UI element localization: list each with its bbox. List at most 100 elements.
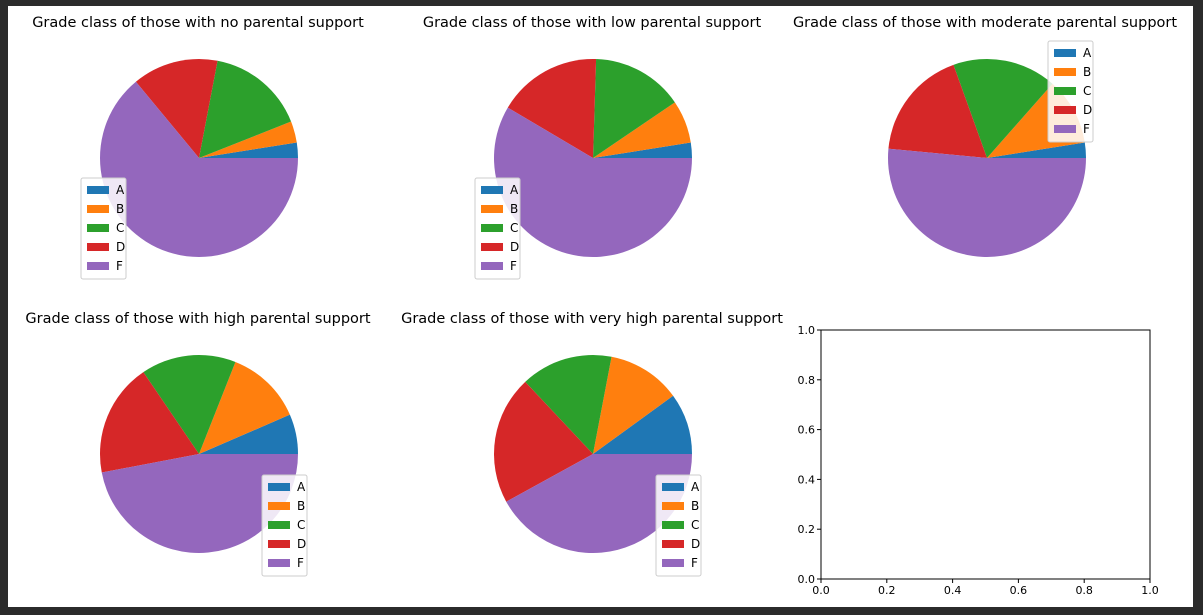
chart-title: Grade class of those with no parental su… xyxy=(32,15,364,31)
x-tick-label: 0.6 xyxy=(1010,584,1028,597)
y-tick-label: 0.4 xyxy=(798,473,816,486)
pie-slice-D xyxy=(100,372,199,473)
pie-slice-B xyxy=(199,361,290,454)
legend-label-A: A xyxy=(116,183,125,197)
pie-slice-C xyxy=(593,59,675,158)
y-tick-label: 0.8 xyxy=(798,374,816,387)
legend-label-F: F xyxy=(297,556,304,570)
y-tick-label: 1.0 xyxy=(798,324,816,337)
legend-label-A: A xyxy=(691,480,700,494)
pie-slice-F xyxy=(506,454,692,554)
pie-slice-B xyxy=(593,102,691,158)
pie-slice-C xyxy=(199,60,292,158)
pie-slice-D xyxy=(888,64,987,158)
legend-label-C: C xyxy=(1083,84,1091,98)
legend-label-D: D xyxy=(510,240,519,254)
legend-label-F: F xyxy=(691,556,698,570)
y-tick-label: 0.0 xyxy=(798,573,816,586)
legend-label-F: F xyxy=(116,259,123,273)
pie-slice-B xyxy=(199,121,297,158)
pie-slice-F xyxy=(888,148,1086,257)
legend-swatch-F xyxy=(268,559,290,567)
legend-label-B: B xyxy=(691,499,699,513)
legend-label-F: F xyxy=(510,259,517,273)
legend-label-D: D xyxy=(116,240,125,254)
pie-slice-C xyxy=(143,354,236,454)
y-tick-label: 0.6 xyxy=(798,424,816,437)
pie-slice-B xyxy=(593,356,674,454)
legend-swatch-C xyxy=(87,224,109,232)
legend-label-D: D xyxy=(691,537,700,551)
pie-chart-1: Grade class of those with no parental su… xyxy=(32,15,364,280)
legend-label-B: B xyxy=(297,499,305,513)
axes-frame xyxy=(820,329,1151,580)
legend-label-A: A xyxy=(1083,46,1092,60)
legend-swatch-C xyxy=(1054,87,1076,95)
legend-swatch-B xyxy=(268,502,290,510)
legend-swatch-C xyxy=(662,521,684,529)
legend-label-B: B xyxy=(510,202,518,216)
legend-label-A: A xyxy=(297,480,306,494)
pie-slice-F xyxy=(101,454,298,553)
pie-slice-C xyxy=(953,59,1053,158)
legend-swatch-F xyxy=(662,559,684,567)
x-tick-label: 1.0 xyxy=(1141,584,1159,597)
legend-label-B: B xyxy=(1083,65,1091,79)
x-tick-label: 0.8 xyxy=(1075,584,1093,597)
pie-slice-A xyxy=(199,414,298,454)
legend-swatch-A xyxy=(268,483,290,491)
chart-title: Grade class of those with low parental s… xyxy=(423,15,762,31)
pie-slice-D xyxy=(507,59,597,159)
legend-swatch-D xyxy=(481,243,503,251)
chart-title: Grade class of those with very high pare… xyxy=(401,311,783,327)
pie-chart-4: Grade class of those with high parental … xyxy=(25,311,371,577)
legend-swatch-F xyxy=(1054,125,1076,133)
pie-slice-A xyxy=(593,142,692,158)
legend-swatch-B xyxy=(481,205,503,213)
chart-title: Grade class of those with moderate paren… xyxy=(793,15,1177,31)
legend-label-C: C xyxy=(116,221,124,235)
legend-swatch-D xyxy=(268,540,290,548)
figure-canvas: Grade class of those with no parental su… xyxy=(25,15,1177,597)
legend-label-A: A xyxy=(510,183,519,197)
pie-chart-3: Grade class of those with moderate paren… xyxy=(793,15,1177,257)
legend-swatch-A xyxy=(481,186,503,194)
legend-label-C: C xyxy=(510,221,518,235)
y-tick-label: 0.2 xyxy=(798,523,816,536)
pie-slice-F xyxy=(494,107,692,258)
legend-swatch-C xyxy=(481,224,503,232)
legend-swatch-B xyxy=(662,502,684,510)
pie-slice-D xyxy=(135,59,218,158)
pie-slice-F xyxy=(99,81,298,257)
legend-swatch-D xyxy=(87,243,109,251)
empty-axes: 0.0 0.2 0.4 0.6 0.8 1.0 0.0 0.2 0.4 0.6 0.8 1.0 xyxy=(798,324,1159,597)
x-tick-label: 0.0 xyxy=(812,584,830,597)
pie-slice-A xyxy=(199,142,298,158)
legend-swatch-D xyxy=(1054,106,1076,114)
legend-label-D: D xyxy=(297,537,306,551)
pie-slice-A xyxy=(593,395,692,454)
legend-swatch-C xyxy=(268,521,290,529)
pie-slice-D xyxy=(494,381,593,502)
legend-swatch-A xyxy=(1054,49,1076,57)
legend-label-B: B xyxy=(116,202,124,216)
legend-swatch-B xyxy=(87,205,109,213)
legend-label-F: F xyxy=(1083,122,1090,136)
chart-title: Grade class of those with high parental … xyxy=(25,311,370,327)
pie-chart-5: Grade class of those with very high pare… xyxy=(401,311,783,577)
pie-slice-C xyxy=(525,355,612,454)
legend-swatch-D xyxy=(662,540,684,548)
legend-swatch-F xyxy=(481,262,503,270)
legend-label-C: C xyxy=(297,518,305,532)
pie-chart-2: Grade class of those with low parental s… xyxy=(423,15,762,280)
legend-swatch-A xyxy=(662,483,684,491)
legend-label-C: C xyxy=(691,518,699,532)
figure: Grade class of those with no parental su… xyxy=(8,6,1193,607)
pie-slice-A xyxy=(987,142,1086,158)
x-tick-label: 0.2 xyxy=(878,584,896,597)
legend-label-D: D xyxy=(1083,103,1092,117)
